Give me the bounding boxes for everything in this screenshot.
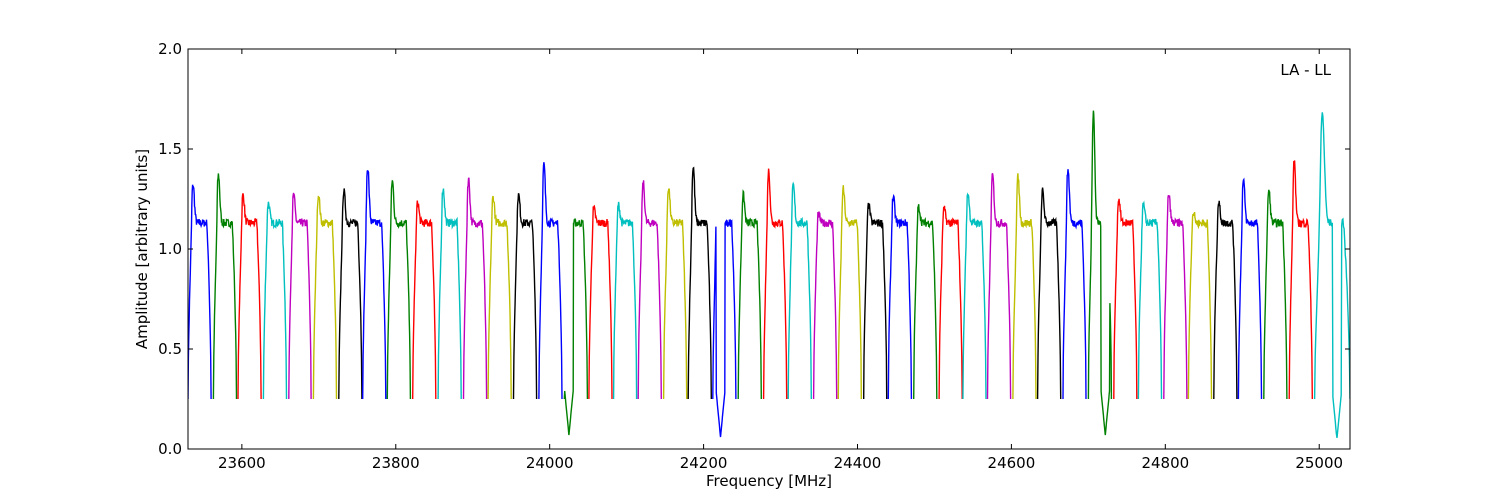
spectrum-band-line bbox=[1036, 187, 1062, 400]
spectrum-band-line bbox=[1263, 189, 1288, 400]
spectrum-band-line bbox=[362, 169, 387, 400]
y-tick-label: 0.5 bbox=[158, 340, 182, 358]
spectrum-band-line bbox=[812, 211, 838, 400]
spectrum-band-line bbox=[288, 192, 312, 400]
spectrum-band-line bbox=[887, 193, 913, 400]
spectrum-band-line bbox=[1062, 169, 1087, 400]
y-axis-label: Amplitude [arbitrary units] bbox=[133, 149, 151, 349]
annotation-label: LA - LL bbox=[1280, 61, 1331, 79]
spectrum-band-line bbox=[1213, 200, 1238, 400]
spectrum-band-line bbox=[687, 166, 712, 400]
spectrum-band-line bbox=[712, 218, 737, 438]
spectrum-band-line bbox=[237, 193, 262, 400]
y-tick-label: 1.0 bbox=[158, 240, 182, 258]
spectrum-band-line bbox=[762, 168, 788, 400]
x-tick-label: 24200 bbox=[680, 454, 728, 472]
spectrum-band-line bbox=[412, 200, 437, 400]
x-tick-label: 24600 bbox=[988, 454, 1036, 472]
spectrum-band-line bbox=[212, 173, 238, 400]
spectrum-band-line bbox=[962, 192, 987, 400]
x-tick-label: 24800 bbox=[1141, 454, 1189, 472]
x-tick-label: 23600 bbox=[218, 454, 266, 472]
spectrum-band-line bbox=[737, 189, 762, 400]
y-tick-label: 0.0 bbox=[158, 440, 182, 458]
spectrum-band-line bbox=[612, 201, 638, 400]
spectrum-band-line bbox=[462, 177, 488, 400]
spectrum-band-line bbox=[1163, 195, 1188, 400]
spectrum-band-line bbox=[1187, 211, 1213, 400]
spectrum-band-line bbox=[588, 204, 613, 400]
y-tick-label: 1.5 bbox=[158, 140, 182, 158]
ticks-layer: 23600 23800 24000 24200 24400 24600 24800 25000… bbox=[158, 40, 1350, 472]
spectrum-band-line bbox=[312, 195, 338, 400]
spectrum-band-line bbox=[538, 162, 563, 400]
spectrum-band-line bbox=[662, 188, 688, 400]
spectrum-band-line bbox=[986, 172, 1012, 400]
y-tick-label: 2.0 bbox=[158, 40, 182, 58]
spectrum-band-line bbox=[188, 184, 212, 400]
spectrum-band-line bbox=[837, 185, 862, 400]
spectrum-band-line bbox=[563, 217, 589, 436]
spectrum-band-line bbox=[1087, 110, 1113, 436]
spectrum-band-line bbox=[938, 205, 963, 400]
spectrum-band-line bbox=[863, 202, 888, 400]
x-tick-label: 23800 bbox=[372, 454, 420, 472]
x-tick-label: 25000 bbox=[1295, 454, 1343, 472]
spectrum-band-line bbox=[1137, 200, 1163, 400]
x-axis-label: Frequency [MHz] bbox=[706, 472, 832, 490]
spectrum-band-line bbox=[637, 180, 662, 400]
x-tick-label: 24000 bbox=[526, 454, 574, 472]
spectrum-band-line bbox=[487, 195, 512, 400]
spectrum-band-line bbox=[338, 188, 363, 400]
x-tick-label: 24400 bbox=[834, 454, 882, 472]
spectrum-band-line bbox=[1237, 177, 1263, 400]
spectrum-band-line bbox=[512, 193, 538, 400]
spectrum-band-line bbox=[787, 181, 812, 400]
spectrum-band-line bbox=[1012, 173, 1037, 400]
spectrum-band-line bbox=[1113, 198, 1138, 400]
spectrum-band-line bbox=[262, 201, 288, 400]
spectrum-band-line bbox=[913, 204, 938, 400]
spectrum-band-line bbox=[1288, 160, 1314, 400]
spectrum-band-line bbox=[1313, 112, 1350, 439]
spectrum-band-line bbox=[386, 180, 412, 400]
spectrum-band-line bbox=[437, 188, 462, 400]
series-layer bbox=[188, 110, 1350, 439]
